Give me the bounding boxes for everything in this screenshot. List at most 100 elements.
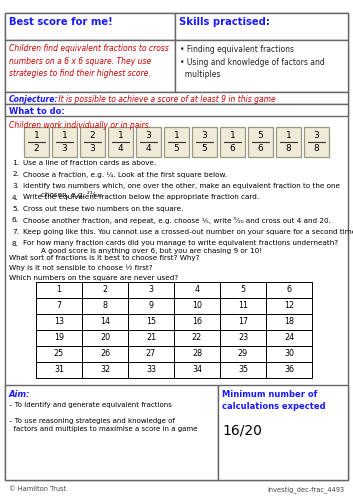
- Bar: [220, 362, 266, 378]
- Text: 17: 17: [238, 318, 248, 326]
- Text: 1.: 1.: [12, 160, 19, 166]
- Bar: [218, 385, 348, 480]
- Text: 1: 1: [229, 130, 235, 140]
- Text: Cross out these two numbers on the square.: Cross out these two numbers on the squar…: [23, 206, 183, 212]
- Text: 6: 6: [229, 144, 235, 154]
- Bar: [266, 330, 312, 346]
- Bar: [82, 346, 128, 362]
- Text: Minimum number of
calculations expected: Minimum number of calculations expected: [222, 390, 325, 411]
- Text: © Hamilton Trust: © Hamilton Trust: [9, 486, 66, 492]
- Bar: [192, 127, 217, 157]
- Text: – To use reasoning strategies and knowledge of
  factors and multiples to maximi: – To use reasoning strategies and knowle…: [9, 418, 197, 432]
- Text: 1: 1: [56, 286, 61, 294]
- Text: 23: 23: [238, 334, 248, 342]
- Text: 13: 13: [54, 318, 64, 326]
- Bar: [128, 346, 174, 362]
- Bar: [128, 314, 174, 330]
- Text: 14: 14: [100, 318, 110, 326]
- Bar: [108, 127, 133, 157]
- Text: Why is it not sensible to choose ½ first?: Why is it not sensible to choose ½ first…: [9, 265, 152, 272]
- Bar: [36, 314, 82, 330]
- Bar: [266, 298, 312, 314]
- Bar: [174, 298, 220, 314]
- Bar: [164, 127, 189, 157]
- Text: 35: 35: [238, 366, 248, 374]
- Text: 8: 8: [313, 144, 319, 154]
- Text: 2: 2: [34, 144, 39, 154]
- Bar: [304, 127, 329, 157]
- Bar: [266, 282, 312, 298]
- Text: Children work individually or in pairs.: Children work individually or in pairs.: [9, 121, 151, 130]
- Text: 2: 2: [102, 286, 108, 294]
- Text: 8.: 8.: [12, 240, 19, 246]
- Text: 24: 24: [284, 334, 294, 342]
- Bar: [174, 346, 220, 362]
- Bar: [128, 298, 174, 314]
- Text: 15: 15: [146, 318, 156, 326]
- Text: 5: 5: [174, 144, 179, 154]
- Bar: [136, 127, 161, 157]
- Text: Children find equivalent fractions to cross
numbers on a 6 x 6 square. They use
: Children find equivalent fractions to cr…: [9, 44, 169, 78]
- Bar: [36, 330, 82, 346]
- Text: 25: 25: [54, 350, 64, 358]
- Bar: [276, 127, 301, 157]
- Text: 6: 6: [287, 286, 292, 294]
- Text: Conjecture:: Conjecture:: [9, 95, 58, 104]
- Text: 18: 18: [284, 318, 294, 326]
- Text: Identify two numbers which, one over the other, make an equivalent fraction to t: Identify two numbers which, one over the…: [23, 183, 340, 198]
- Bar: [174, 362, 220, 378]
- Text: 7.: 7.: [12, 229, 19, 235]
- Text: 4: 4: [146, 144, 151, 154]
- Text: 34: 34: [192, 366, 202, 374]
- Bar: [128, 282, 174, 298]
- Bar: [266, 362, 312, 378]
- Bar: [174, 282, 220, 298]
- Text: 1: 1: [34, 130, 40, 140]
- Bar: [220, 314, 266, 330]
- Text: What to do:: What to do:: [9, 107, 65, 116]
- Bar: [82, 314, 128, 330]
- Text: • Finding equivalent fractions: • Finding equivalent fractions: [180, 45, 294, 54]
- Text: 5: 5: [240, 286, 246, 294]
- Bar: [80, 127, 105, 157]
- Text: 3: 3: [146, 130, 151, 140]
- Text: 3: 3: [202, 130, 207, 140]
- Text: 36: 36: [284, 366, 294, 374]
- Text: Write the equivalent fraction below the appropriate fraction card.: Write the equivalent fraction below the …: [23, 194, 259, 200]
- Bar: [266, 346, 312, 362]
- Text: investig_dec-frac_4493: investig_dec-frac_4493: [267, 486, 344, 493]
- Text: 16: 16: [192, 318, 202, 326]
- Text: 3: 3: [149, 286, 154, 294]
- Text: 8: 8: [286, 144, 291, 154]
- Text: 10: 10: [192, 302, 202, 310]
- Text: 26: 26: [100, 350, 110, 358]
- Text: 4: 4: [195, 286, 199, 294]
- Bar: [82, 362, 128, 378]
- Text: • Using and knowledge of factors and
  multiples: • Using and knowledge of factors and mul…: [180, 58, 325, 79]
- Bar: [220, 298, 266, 314]
- Text: 32: 32: [100, 366, 110, 374]
- Text: 9: 9: [149, 302, 154, 310]
- Text: 7: 7: [56, 302, 61, 310]
- Text: 20: 20: [100, 334, 110, 342]
- Bar: [36, 362, 82, 378]
- Bar: [220, 282, 266, 298]
- Text: 2: 2: [90, 130, 95, 140]
- Bar: [248, 127, 273, 157]
- Text: Best score for me!: Best score for me!: [9, 17, 113, 27]
- Text: 11: 11: [238, 302, 248, 310]
- Bar: [175, 13, 348, 40]
- Bar: [128, 362, 174, 378]
- Text: 3: 3: [62, 144, 67, 154]
- Text: 12: 12: [284, 302, 294, 310]
- Text: Skills practised:: Skills practised:: [179, 17, 270, 27]
- Bar: [5, 13, 175, 40]
- Text: – To identify and generate equivalent fractions: – To identify and generate equivalent fr…: [9, 402, 172, 408]
- Bar: [174, 314, 220, 330]
- Text: 5: 5: [202, 144, 207, 154]
- Bar: [175, 40, 348, 92]
- Text: 19: 19: [54, 334, 64, 342]
- Text: 33: 33: [146, 366, 156, 374]
- Text: 2.: 2.: [12, 172, 19, 177]
- Text: 31: 31: [54, 366, 64, 374]
